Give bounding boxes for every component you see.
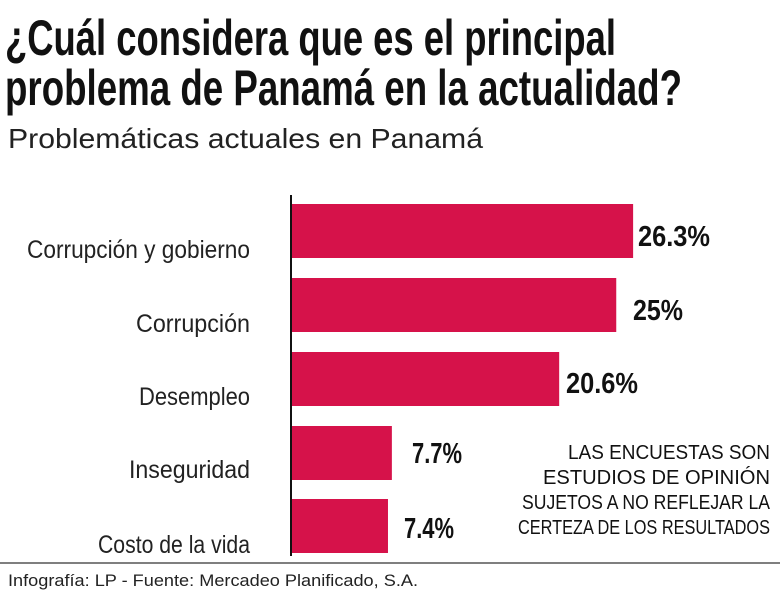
category-label: Inseguridad: [129, 456, 250, 484]
bar: [292, 499, 388, 553]
disclaimer-line: ESTUDIOS DE OPINIÓN: [543, 466, 770, 489]
disclaimer-line: CERTEZA DE LOS RESULTADOS: [518, 517, 770, 539]
bars: [292, 204, 634, 553]
bar: [292, 278, 617, 332]
disclaimer-line: LAS ENCUESTAS SON: [568, 442, 770, 464]
value-label: 26.3%: [638, 221, 710, 253]
category-label: Corrupción: [136, 310, 250, 338]
category-label: Desempleo: [139, 383, 250, 411]
value-label: 25%: [633, 295, 683, 327]
bar: [292, 352, 560, 406]
title-line-1: ¿Cuál considera que es el principal: [5, 10, 616, 66]
bar: [292, 204, 634, 258]
value-label: 7.7%: [412, 438, 462, 470]
value-label: 20.6%: [566, 368, 638, 400]
category-label: Costo de la vida: [98, 531, 250, 559]
value-label: 7.4%: [404, 513, 454, 545]
disclaimer-line: SUJETOS A NO REFLEJAR LA: [522, 492, 771, 514]
bar: [292, 426, 392, 480]
title-line-2: problema de Panamá en la actualidad?: [5, 60, 682, 116]
footer-credit: Infografía: LP - Fuente: Mercadeo Planif…: [8, 571, 418, 590]
category-label: Corrupción y gobierno: [27, 236, 250, 264]
subtitle: Problemáticas actuales en Panamá: [8, 123, 483, 154]
